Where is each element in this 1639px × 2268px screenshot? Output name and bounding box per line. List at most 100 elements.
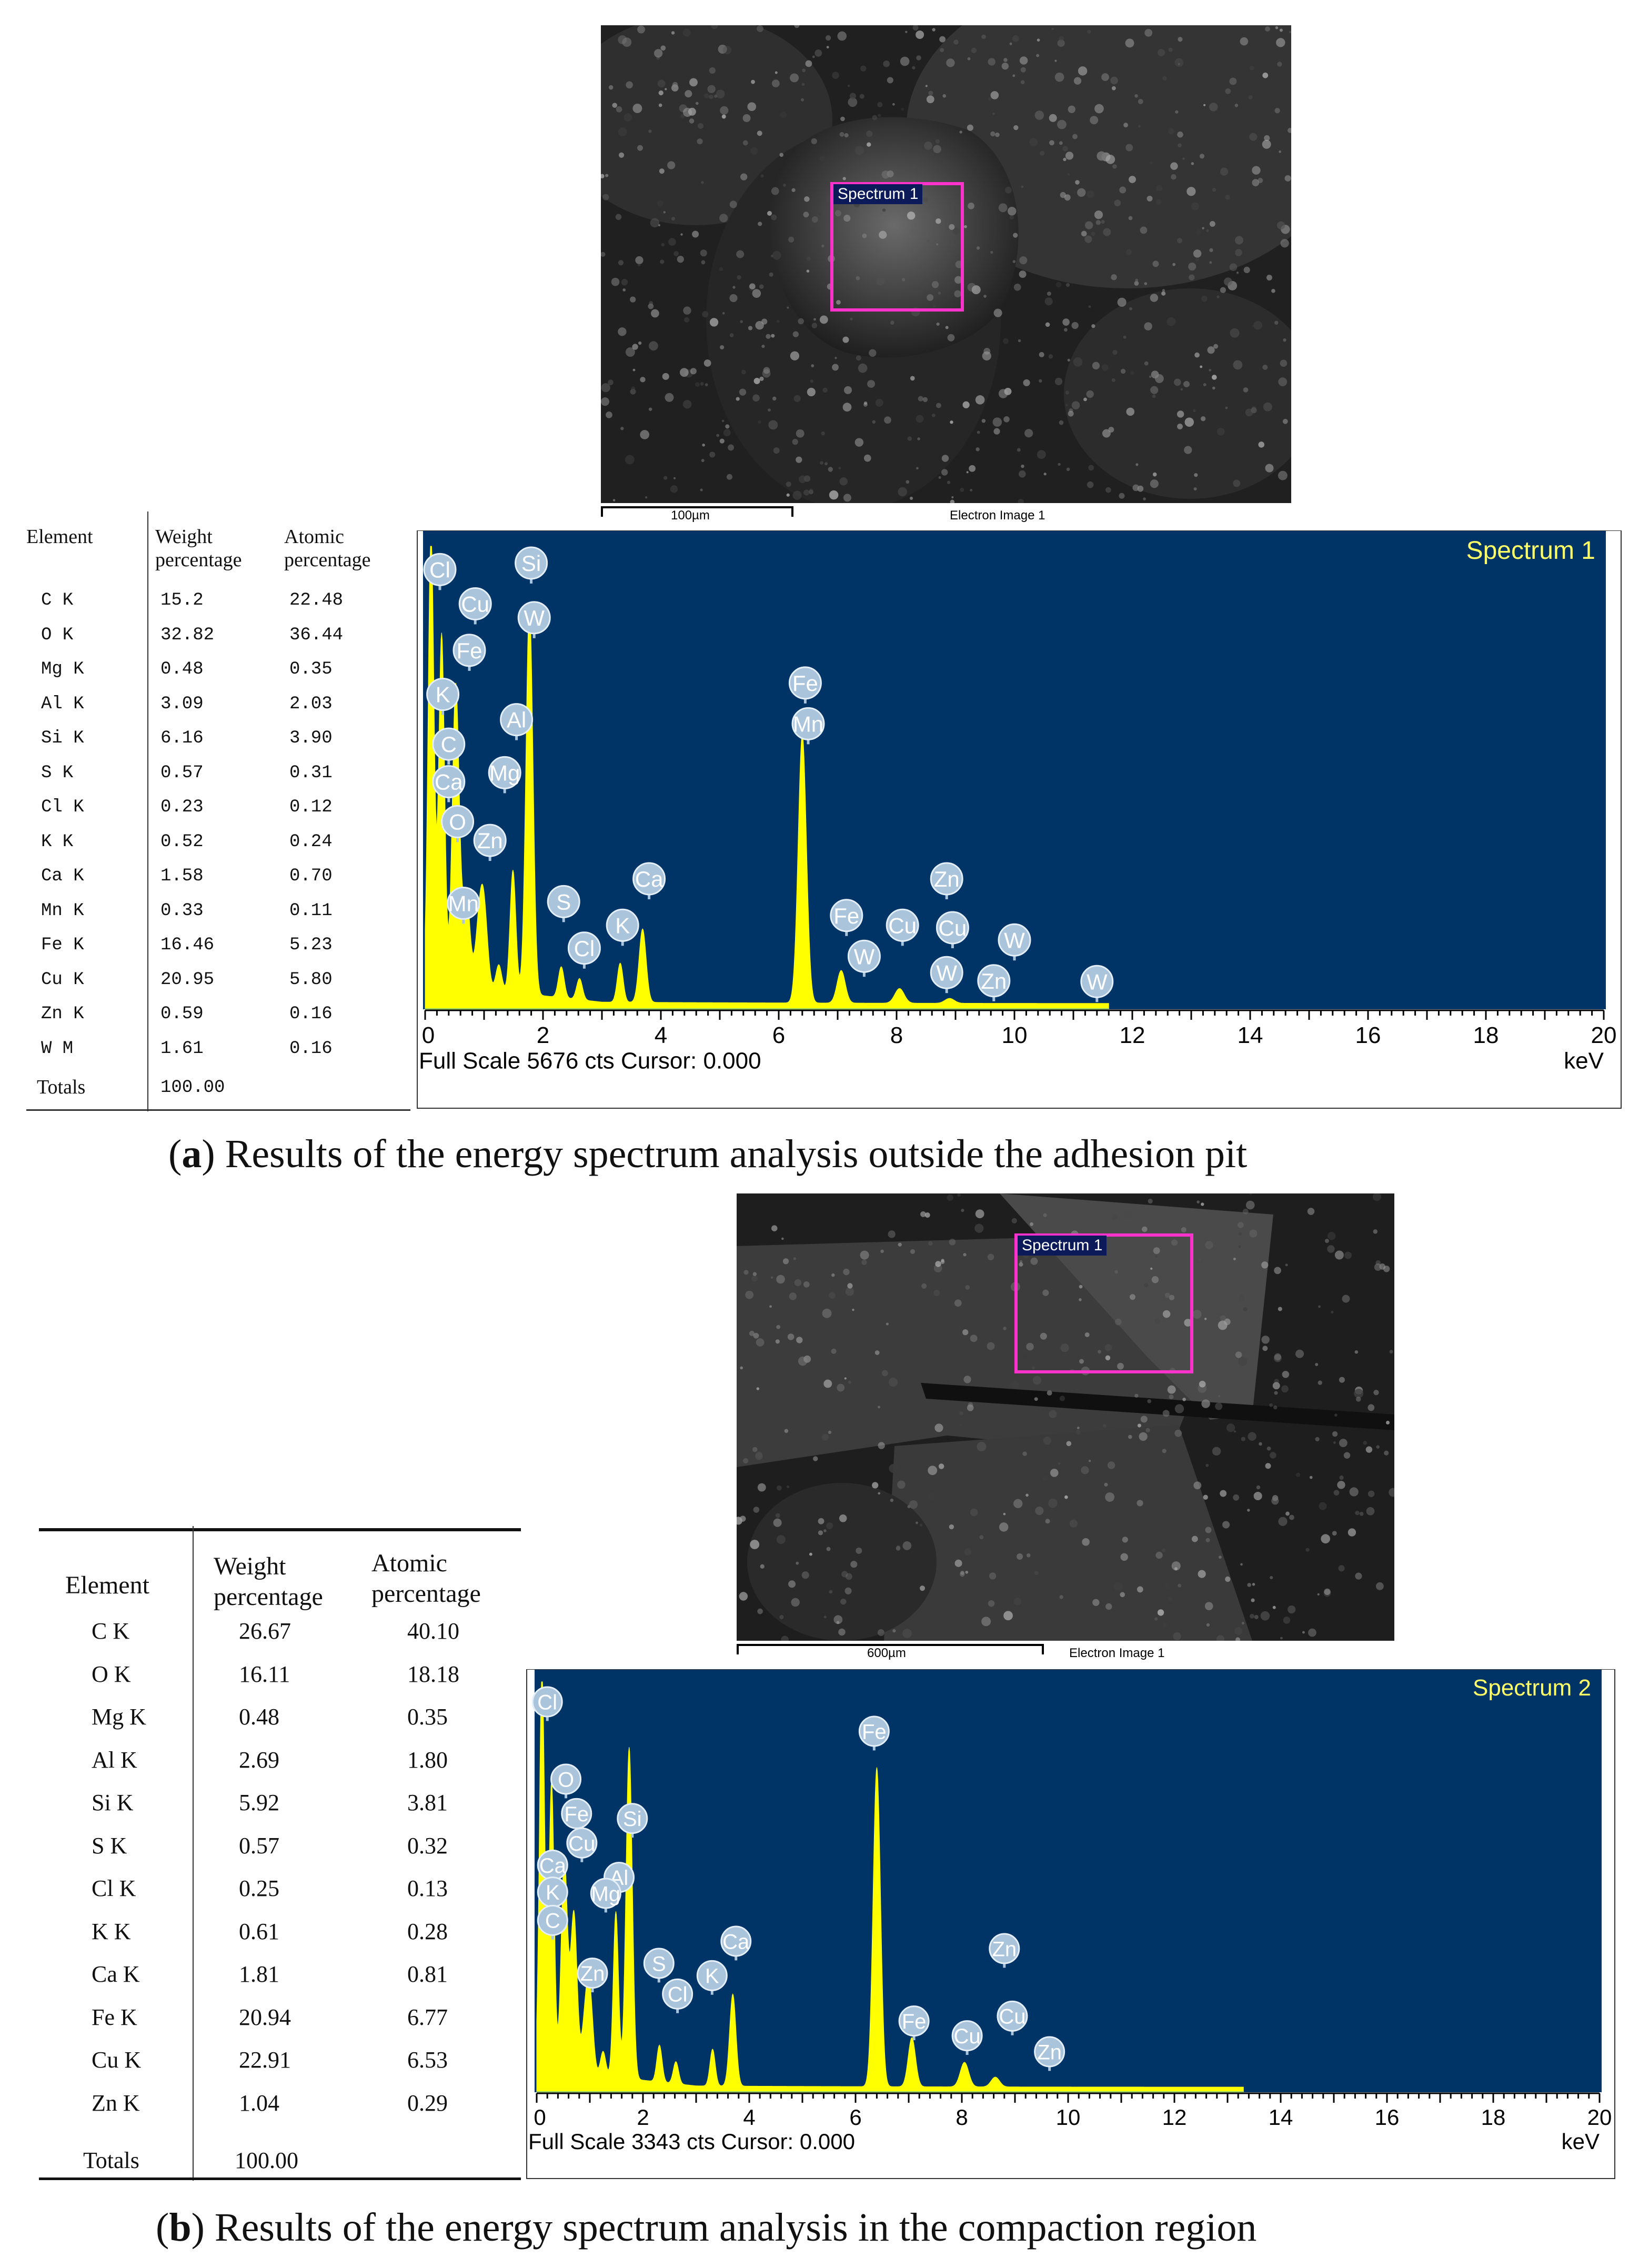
sem-speckle xyxy=(772,250,781,260)
sem-speckle xyxy=(1088,397,1091,400)
peak-label-bubble xyxy=(547,885,580,918)
sem-speckle xyxy=(787,306,789,309)
sem-speckle xyxy=(1220,287,1226,293)
sem-speckle xyxy=(672,82,678,88)
sem-speckle xyxy=(1020,80,1025,84)
sem-speckle xyxy=(1276,38,1285,47)
sem-speckle xyxy=(701,181,704,184)
sem-speckle xyxy=(850,1561,858,1568)
table-cell-element: O K xyxy=(41,625,74,645)
sem-speckle xyxy=(1042,1289,1049,1296)
sem-speckle xyxy=(741,369,746,375)
table-cell-weight: 1.81 xyxy=(239,1961,279,1987)
sem-speckle xyxy=(884,416,891,424)
sem-speckle xyxy=(775,1339,780,1344)
peak-label-bubble xyxy=(617,1803,648,1834)
sem-speckle xyxy=(698,123,703,129)
sem-speckle xyxy=(1152,394,1156,398)
sem-speckle xyxy=(960,487,964,492)
sem-speckle xyxy=(823,1615,827,1619)
peak-label-c: C xyxy=(441,732,457,757)
x-axis-unit: keV xyxy=(1562,2129,1600,2154)
peak-label-bubble xyxy=(566,1827,598,1859)
sem-speckle xyxy=(1191,1536,1198,1542)
peak-label-o: O xyxy=(449,810,466,835)
sem-speckle xyxy=(844,133,849,138)
sem-speckle xyxy=(941,455,949,462)
sem-speckle xyxy=(1230,328,1240,338)
sem-speckle xyxy=(1262,72,1269,78)
peak-label-w: W xyxy=(936,960,957,985)
sem-speckle xyxy=(771,214,777,220)
sem-speckle xyxy=(665,393,674,402)
sem-speckle xyxy=(1019,270,1027,278)
sem-speckle xyxy=(890,320,894,325)
table-cell-atomic: 2.03 xyxy=(289,694,333,714)
peak-label-zn: Zn xyxy=(992,1938,1017,1961)
peak-label-cu: Cu xyxy=(999,2005,1025,2029)
peak-label-bubble xyxy=(577,1958,608,1989)
sem-texture-a xyxy=(601,25,1291,503)
sem-speckle xyxy=(826,46,829,49)
sem-speckle xyxy=(702,311,709,318)
sem-speckle xyxy=(763,367,770,374)
sem-speckle xyxy=(812,55,815,58)
sem-speckle xyxy=(841,1571,848,1578)
sem-speckle xyxy=(829,1590,833,1594)
sem-speckle xyxy=(729,200,737,208)
sem-speckle xyxy=(1003,1512,1006,1516)
sem-speckle xyxy=(1243,387,1249,393)
peak-label-al: Al xyxy=(507,708,526,732)
sem-speckle xyxy=(640,377,646,383)
sem-speckle xyxy=(1205,1463,1209,1467)
sem-speckle xyxy=(776,1275,785,1284)
sem-speckle xyxy=(1111,274,1117,280)
sem-speckle xyxy=(1189,274,1195,280)
sem-speckle xyxy=(755,1452,763,1460)
sem-speckle xyxy=(1261,1336,1270,1344)
sem-speckle xyxy=(1140,226,1148,234)
sem-speckle xyxy=(1279,28,1283,32)
sem-speckle xyxy=(1105,1355,1111,1361)
sem-speckle xyxy=(740,173,748,180)
table-cell-atomic: 22.48 xyxy=(289,590,344,610)
sem-speckle xyxy=(1194,473,1198,477)
sem-speckle xyxy=(757,1608,763,1614)
peak-label-bubble xyxy=(696,1960,728,1991)
sem-speckle xyxy=(1372,1193,1382,1201)
sem-speckle xyxy=(1373,1229,1378,1234)
peak-label-ca: Ca xyxy=(635,867,663,891)
sem-speckle xyxy=(1119,186,1127,194)
sem-speckle xyxy=(771,334,775,338)
sem-speckle xyxy=(964,225,967,228)
sem-speckle xyxy=(716,434,719,437)
sem-speckle xyxy=(1059,36,1064,42)
sem-speckle xyxy=(721,419,725,423)
sem-speckle xyxy=(911,228,919,236)
sem-speckle xyxy=(1150,479,1159,488)
scale-bar-a xyxy=(601,506,793,517)
sem-speckle xyxy=(916,30,924,39)
sem-speckle xyxy=(1082,1538,1090,1546)
sem-speckle xyxy=(1066,1441,1072,1447)
sem-speckle xyxy=(1194,352,1200,358)
sem-speckle xyxy=(1137,1423,1141,1428)
x-tick-label: 2 xyxy=(537,1022,549,1048)
sem-speckle xyxy=(1238,1294,1245,1302)
sem-speckle xyxy=(1253,1491,1262,1501)
x-tick-label: 8 xyxy=(956,2105,968,2130)
peak-label-bubble xyxy=(632,862,666,896)
sem-speckle xyxy=(1278,1307,1282,1311)
sem-speckle xyxy=(768,420,778,430)
sem-speckle xyxy=(702,443,706,447)
table-cell-atomic: 18.18 xyxy=(407,1661,459,1687)
sem-speckle xyxy=(1271,288,1275,293)
sem-speckle xyxy=(1138,98,1143,104)
table-cell-element: Ca K xyxy=(41,866,84,886)
sem-speckle xyxy=(768,408,771,412)
sem-speckle xyxy=(939,36,946,43)
table-cell-weight: 16.46 xyxy=(160,935,215,955)
sem-speckle xyxy=(790,351,800,360)
sem-speckle xyxy=(902,1541,912,1550)
peak-label-zn: Zn xyxy=(981,969,1007,993)
